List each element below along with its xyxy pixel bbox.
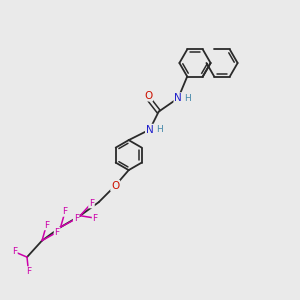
Text: O: O (144, 91, 152, 101)
Text: H: H (156, 125, 163, 134)
Text: F: F (92, 214, 98, 223)
Text: O: O (111, 181, 119, 191)
Text: F: F (44, 220, 49, 230)
Text: F: F (26, 267, 31, 276)
Text: N: N (146, 124, 154, 135)
Text: F: F (89, 199, 94, 208)
Text: F: F (54, 228, 60, 237)
Text: F: F (12, 247, 17, 256)
Text: H: H (184, 94, 190, 103)
Text: F: F (62, 207, 68, 216)
Text: F: F (74, 214, 79, 223)
Text: N: N (174, 93, 182, 103)
